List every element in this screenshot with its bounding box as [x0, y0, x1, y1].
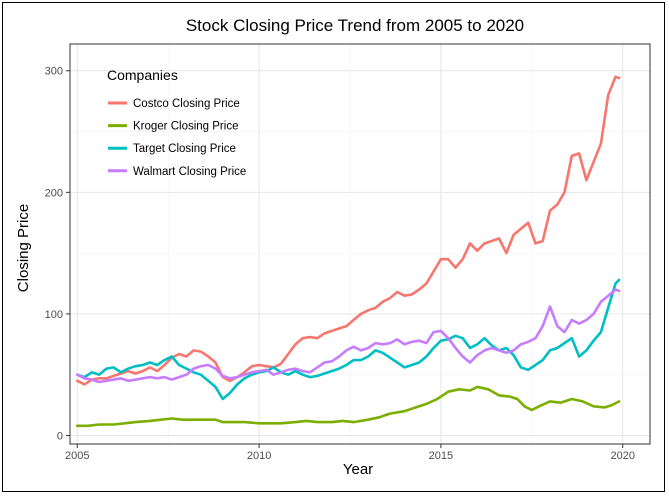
line-chart: Stock Closing Price Trend from 2005 to 2…	[15, 16, 651, 478]
x-tick-label: 2010	[247, 450, 271, 462]
y-axis: 0 100 200 300	[45, 66, 70, 442]
x-tick-label: 2020	[610, 450, 634, 462]
series-line-0	[76, 75, 621, 386]
x-tick-label: 2015	[429, 450, 453, 462]
series-layer	[76, 75, 621, 428]
legend-label-0: Costco Closing Price	[133, 98, 240, 110]
legend-label-2: Target Closing Price	[133, 143, 236, 155]
series-line-1	[76, 385, 621, 428]
y-tick-label: 0	[57, 430, 63, 442]
plot-border	[69, 43, 651, 445]
y-tick-label: 200	[45, 187, 63, 199]
legend: Companies Costco Closing Price Kroger Clo…	[107, 67, 246, 178]
series-line-2	[76, 278, 621, 401]
legend-label-1: Kroger Closing Price	[133, 121, 238, 133]
chart-frame: Stock Closing Price Trend from 2005 to 2…	[2, 2, 665, 492]
x-axis: 2005 2010 2015 2020	[65, 444, 635, 462]
x-axis-label: Year	[343, 461, 373, 478]
series-line-3	[76, 288, 621, 384]
y-tick-label: 300	[45, 66, 63, 78]
legend-label-3: Walmart Closing Price	[133, 166, 246, 178]
legend-title: Companies	[107, 67, 178, 83]
x-tick-label: 2005	[65, 450, 89, 462]
y-axis-label: Closing Price	[15, 204, 32, 292]
y-tick-label: 100	[45, 309, 63, 321]
chart-title: Stock Closing Price Trend from 2005 to 2…	[186, 16, 524, 35]
